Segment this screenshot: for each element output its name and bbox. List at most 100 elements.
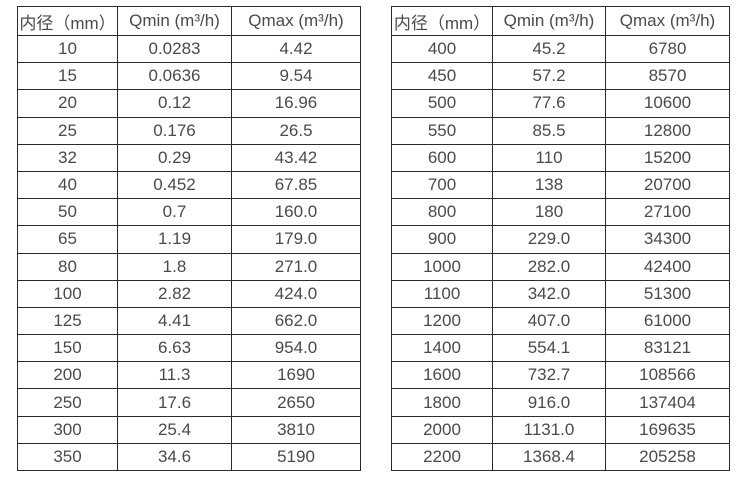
diameter-cell: 500 (391, 89, 493, 118)
diameter-cell: 150 (17, 334, 118, 363)
qmin-cell: 180 (492, 198, 606, 227)
header-row: 内径（mm） Qmin (m³/h) Qmax (m³/h) (17, 6, 361, 36)
diameter-cell: 600 (391, 143, 493, 172)
qmax-cell: 16.96 (231, 89, 361, 118)
diameter-cell: 2200 (391, 442, 493, 472)
flow-table-small-diameters: 内径（mm） Qmin (m³/h) Qmax (m³/h) 10 0.0283 4.42… (17, 6, 361, 472)
qmin-cell: 229.0 (492, 225, 606, 254)
column-header-diameter: 内径（mm） (391, 6, 493, 36)
table-row: 65 1.19 179.0 (17, 225, 361, 254)
table-row: 20 0.12 16.96 (17, 89, 361, 118)
diameter-cell: 1000 (391, 252, 493, 281)
table-row: 900 229.0 34300 (391, 225, 730, 254)
table-row: 500 77.6 10600 (391, 89, 730, 118)
diameter-cell: 100 (17, 279, 118, 308)
diameter-cell: 10 (17, 34, 118, 64)
qmax-cell: 5190 (231, 442, 361, 472)
qmax-cell: 179.0 (231, 225, 361, 254)
diameter-cell: 25 (17, 116, 118, 145)
qmin-cell: 407.0 (492, 306, 606, 336)
diameter-cell: 700 (391, 170, 493, 200)
table-row: 32 0.29 43.42 (17, 143, 361, 172)
column-header-qmin: Qmin (m³/h) (492, 6, 606, 36)
qmax-cell: 205258 (605, 442, 730, 472)
diameter-cell: 40 (17, 170, 118, 200)
qmax-cell: 42400 (605, 252, 730, 281)
qmin-cell: 0.452 (117, 170, 232, 200)
diameter-cell: 2000 (391, 415, 493, 444)
qmin-cell: 17.6 (117, 388, 232, 417)
diameter-cell: 32 (17, 143, 118, 172)
qmax-cell: 15200 (605, 143, 730, 172)
diameter-cell: 300 (17, 415, 118, 444)
qmax-cell: 27100 (605, 198, 730, 227)
qmin-cell: 11.3 (117, 361, 232, 390)
table-row: 250 17.6 2650 (17, 388, 361, 417)
qmax-cell: 3810 (231, 415, 361, 444)
qmax-cell: 160.0 (231, 198, 361, 227)
qmax-cell: 4.42 (231, 34, 361, 64)
qmax-cell: 662.0 (231, 306, 361, 336)
qmax-cell: 1690 (231, 361, 361, 390)
meter-flow-spec-tables: 内径（mm） Qmin (m³/h) Qmax (m³/h) 10 0.0283 4.42… (17, 6, 730, 472)
qmin-cell: 1.19 (117, 225, 232, 254)
table-row: 1400 554.1 83121 (391, 334, 730, 363)
table-row: 50 0.7 160.0 (17, 198, 361, 227)
diameter-cell: 1600 (391, 361, 493, 390)
table-row: 100 2.82 424.0 (17, 279, 361, 308)
qmax-cell: 61000 (605, 306, 730, 336)
column-header-qmin: Qmin (m³/h) (117, 6, 232, 36)
table-row: 1000 282.0 42400 (391, 252, 730, 281)
diameter-cell: 1200 (391, 306, 493, 336)
diameter-cell: 65 (17, 225, 118, 254)
diameter-cell: 50 (17, 198, 118, 227)
qmin-cell: 110 (492, 143, 606, 172)
qmin-cell: 25.4 (117, 415, 232, 444)
qmin-cell: 0.0283 (117, 34, 232, 64)
qmin-cell: 85.5 (492, 116, 606, 145)
qmin-cell: 0.29 (117, 143, 232, 172)
qmin-cell: 0.176 (117, 116, 232, 145)
qmin-cell: 4.41 (117, 306, 232, 336)
diameter-cell: 250 (17, 388, 118, 417)
qmax-cell: 20700 (605, 170, 730, 200)
column-header-qmax: Qmax (m³/h) (231, 6, 361, 36)
qmax-cell: 26.5 (231, 116, 361, 145)
diameter-cell: 350 (17, 442, 118, 472)
table-row: 400 45.2 6780 (391, 34, 730, 64)
qmax-cell: 6780 (605, 34, 730, 64)
qmin-cell: 282.0 (492, 252, 606, 281)
table-row: 125 4.41 662.0 (17, 306, 361, 336)
diameter-cell: 20 (17, 89, 118, 118)
header-row: 内径（mm） Qmin (m³/h) Qmax (m³/h) (391, 6, 730, 36)
qmax-cell: 169635 (605, 415, 730, 444)
qmax-cell: 43.42 (231, 143, 361, 172)
qmax-cell: 2650 (231, 388, 361, 417)
qmax-cell: 8570 (605, 62, 730, 91)
qmin-cell: 916.0 (492, 388, 606, 417)
qmin-cell: 138 (492, 170, 606, 200)
qmin-cell: 6.63 (117, 334, 232, 363)
column-header-diameter: 内径（mm） (17, 6, 118, 36)
diameter-cell: 1400 (391, 334, 493, 363)
table-row: 2000 1131.0 169635 (391, 415, 730, 444)
diameter-cell: 200 (17, 361, 118, 390)
qmax-cell: 271.0 (231, 252, 361, 281)
table-row: 200 11.3 1690 (17, 361, 361, 390)
qmin-cell: 77.6 (492, 89, 606, 118)
table-row: 300 25.4 3810 (17, 415, 361, 444)
qmin-cell: 0.7 (117, 198, 232, 227)
qmin-cell: 0.12 (117, 89, 232, 118)
qmin-cell: 554.1 (492, 334, 606, 363)
table-row: 600 110 15200 (391, 143, 730, 172)
qmax-cell: 108566 (605, 361, 730, 390)
diameter-cell: 125 (17, 306, 118, 336)
qmax-cell: 10600 (605, 89, 730, 118)
table-row: 350 34.6 5190 (17, 442, 361, 472)
table-row: 150 6.63 954.0 (17, 334, 361, 363)
table-row: 550 85.5 12800 (391, 116, 730, 145)
qmax-cell: 67.85 (231, 170, 361, 200)
diameter-cell: 1800 (391, 388, 493, 417)
table-row: 1800 916.0 137404 (391, 388, 730, 417)
qmin-cell: 45.2 (492, 34, 606, 64)
